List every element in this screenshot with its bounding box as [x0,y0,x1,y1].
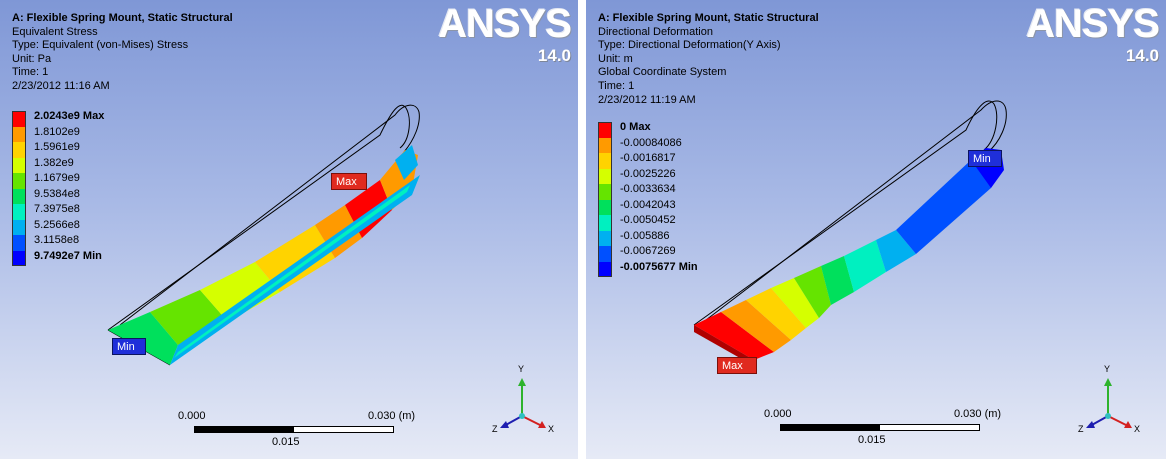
legend-swatch [598,215,612,231]
legend-label: -0.00084086 [620,136,682,149]
ansys-brand: ANSYS [438,2,572,46]
analysis-title: A: Flexible Spring Mount, Static Structu… [12,12,233,24]
scale-label-mid: 0.015 [858,434,886,446]
panel-divider [578,0,586,459]
axis-triad[interactable]: Y X Z [492,364,555,434]
triad-x-label: X [1134,424,1141,434]
legend-swatch [12,142,26,158]
scale-label-start: 0.000 [764,408,792,420]
max-probe-tag[interactable]: Max [717,357,757,374]
result-time: Time: 1 [12,66,49,79]
legend-label: -0.005886 [620,229,670,242]
result-date: 2/23/2012 11:19 AM [598,93,696,106]
scale-bar-graphic [194,426,394,433]
result-time: Time: 1 [598,79,635,92]
scale-label-end: 0.030 (m) [368,410,416,422]
result-name: Equivalent Stress [12,25,98,38]
legend-label: 1.8102e9 [34,125,80,138]
ansys-version: 14.0 [537,46,571,65]
result-coordinate-system: Global Coordinate System [598,66,727,79]
legend-label: 2.0243e9 Max [34,110,105,122]
legend-swatch [12,173,26,189]
legend-swatch [598,122,612,138]
legend-swatch [12,126,26,142]
stress-model-view[interactable] [0,0,578,459]
scale-bar: 0.000 0.030 (m) 0.015 [764,408,1004,448]
legend-label: -0.0025226 [620,167,676,180]
legend-swatch [12,204,26,220]
min-probe-tag[interactable]: Min [968,150,1002,167]
legend-swatch [598,153,612,169]
scale-label-start: 0.000 [178,410,206,422]
legend-label: -0.0067269 [620,245,676,257]
legend-swatch [598,168,612,184]
scale-bar: 0.000 0.030 (m) 0.015 [178,410,418,450]
max-probe-tag[interactable]: Max [331,173,367,190]
legend-swatch [598,199,612,215]
ansys-logo: ANSYS 14.0 [438,2,572,66]
ansys-brand: ANSYS [1026,2,1160,46]
triad-arrows [1086,378,1132,428]
scale-bar-graphic [780,424,980,431]
analysis-title: A: Flexible Spring Mount, Static Structu… [598,12,819,24]
legend-label: 9.5384e8 [34,187,80,200]
legend-label: 5.2566e8 [34,218,80,231]
triad-x-label: X [548,424,555,434]
legend-label: 1.1679e9 [34,172,80,184]
legend-label: 0 Max [620,121,651,133]
model-outline [693,100,1007,326]
scale-label-mid: 0.015 [272,436,300,448]
legend-swatch [598,184,612,200]
legend-label: 1.5961e9 [34,141,80,153]
legend-swatch [598,261,612,277]
triad-y-label: Y [1104,364,1111,374]
legend-label: -0.0050452 [620,214,676,226]
legend-swatch [12,111,26,127]
legend-swatch [12,250,26,266]
triad-y-label: Y [518,364,525,374]
legend-swatch [12,235,26,251]
viewport-equivalent-stress[interactable]: A: Flexible Spring Mount, Static Structu… [0,0,578,459]
result-date: 2/23/2012 11:16 AM [12,79,110,92]
triad-z-label: Z [492,424,498,434]
legend-swatch [12,219,26,235]
result-info: A: Flexible Spring Mount, Static Structu… [12,12,233,94]
min-probe-tag[interactable]: Min [112,338,146,355]
legend-swatch [12,188,26,204]
legend-label: 3.1158e8 [34,234,80,246]
result-name: Directional Deformation [598,25,713,38]
legend-swatch [598,246,612,262]
scale-label-end: 0.030 (m) [954,408,1002,420]
legend-swatch [598,230,612,246]
result-unit: Unit: m [598,52,633,65]
triad-z-label: Z [1078,424,1084,434]
triad-arrows [500,378,546,428]
legend-label: 7.3975e8 [34,203,80,215]
result-info: A: Flexible Spring Mount, Static Structu… [598,12,819,107]
ansys-version: 14.0 [1125,46,1159,65]
deformation-contour [694,148,1004,366]
legend-label: 9.7492e7 Min [34,249,102,262]
ansys-logo: ANSYS 14.0 [1026,2,1160,66]
axis-triad[interactable]: Y X Z [1078,364,1141,434]
legend-label: 1.382e9 [34,156,74,169]
result-type: Type: Equivalent (von-Mises) Stress [12,39,189,52]
stress-contour [108,145,420,365]
legend-label: -0.0042043 [620,198,676,211]
legend-label: -0.0033634 [620,183,676,195]
result-type: Type: Directional Deformation(Y Axis) [598,39,781,52]
legend-label: -0.0016817 [620,152,676,164]
legend-label: -0.0075677 Min [620,260,698,273]
result-unit: Unit: Pa [12,52,52,65]
viewport-directional-deformation[interactable]: A: Flexible Spring Mount, Static Structu… [586,0,1166,459]
legend-swatch [12,157,26,173]
legend-swatch [598,137,612,153]
